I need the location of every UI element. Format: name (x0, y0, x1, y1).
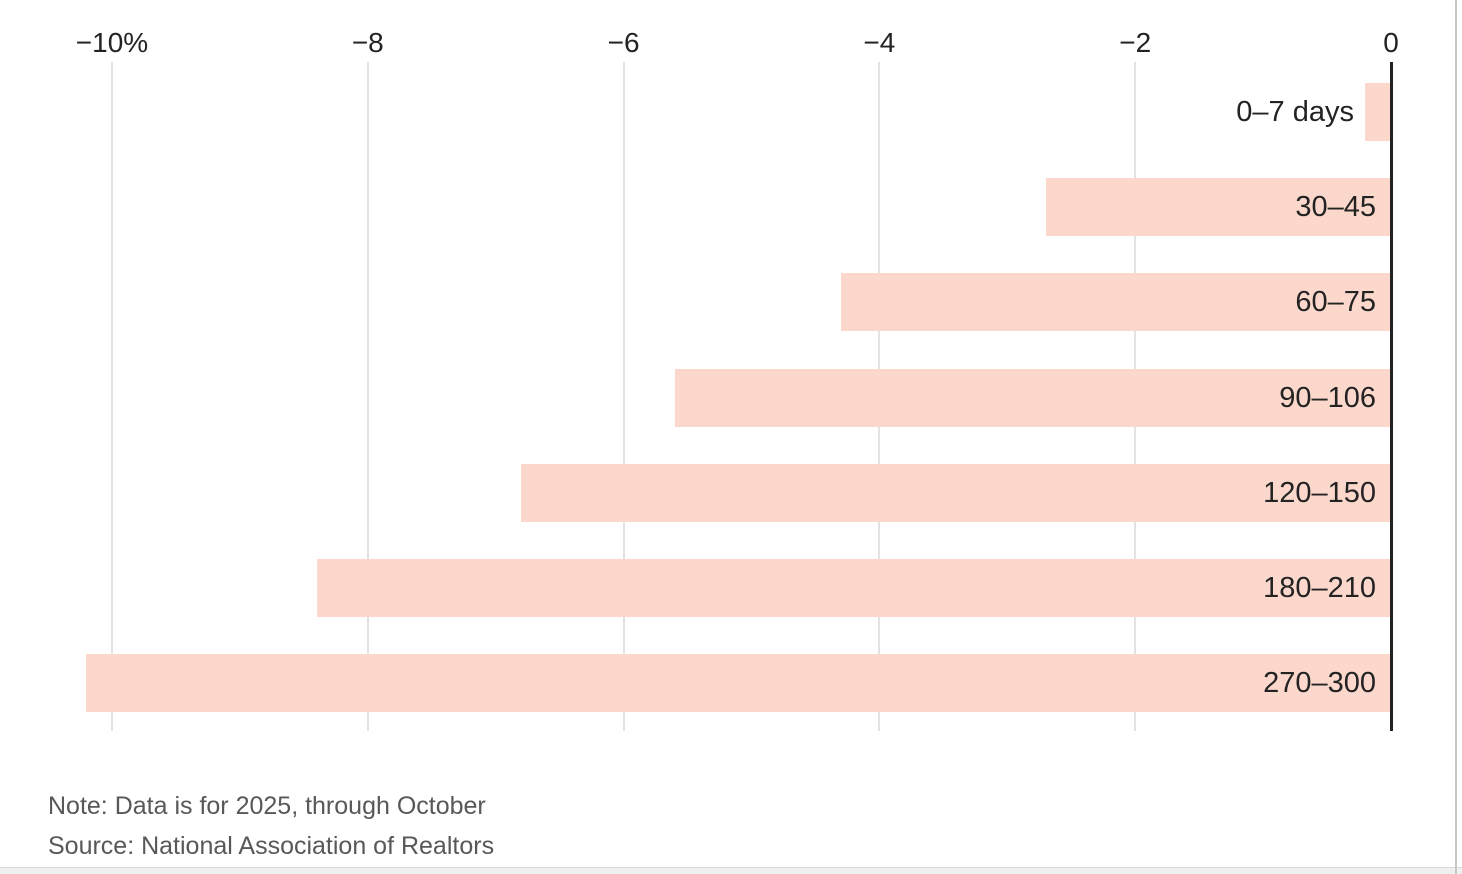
x-axis-tick-label: 0 (1383, 27, 1399, 58)
bar-category-label: 270–300 (1263, 667, 1376, 699)
bar-120-150 (521, 464, 1391, 522)
chart-source: Source: National Association of Realtors (48, 832, 495, 860)
zero-axis-line (1390, 62, 1393, 731)
bar-0-7-days (1365, 83, 1391, 141)
chart-note: Note: Data is for 2025, through October (48, 792, 486, 820)
bar-30-45 (1046, 178, 1391, 236)
bar-90-106 (675, 369, 1391, 427)
bar-60-75 (841, 273, 1391, 331)
bar-category-label: 30–45 (1295, 191, 1376, 223)
x-gridline (111, 62, 113, 731)
bar-category-label: 90–106 (1279, 382, 1376, 414)
container-right-border (1455, 0, 1457, 874)
x-axis-tick-label: −4 (863, 27, 896, 58)
x-gridline (622, 62, 625, 731)
bar-180-210 (317, 559, 1391, 617)
bar-category-label: 0–7 days (1236, 96, 1354, 128)
bar-270-300 (86, 654, 1391, 712)
x-axis-tick-label: −10% (75, 27, 149, 58)
bar-category-label: 120–150 (1263, 477, 1376, 509)
x-axis-tick-label: −2 (1119, 27, 1152, 58)
x-axis-tick-label: −8 (351, 27, 384, 58)
bar-category-label: 60–75 (1295, 286, 1376, 318)
page-section-divider (0, 867, 1462, 874)
chart-footnotes: Note: Data is for 2025, through October … (48, 786, 494, 866)
bar-category-label: 180–210 (1263, 572, 1376, 604)
x-gridline (366, 62, 369, 731)
x-axis-tick-label: −6 (607, 27, 640, 58)
